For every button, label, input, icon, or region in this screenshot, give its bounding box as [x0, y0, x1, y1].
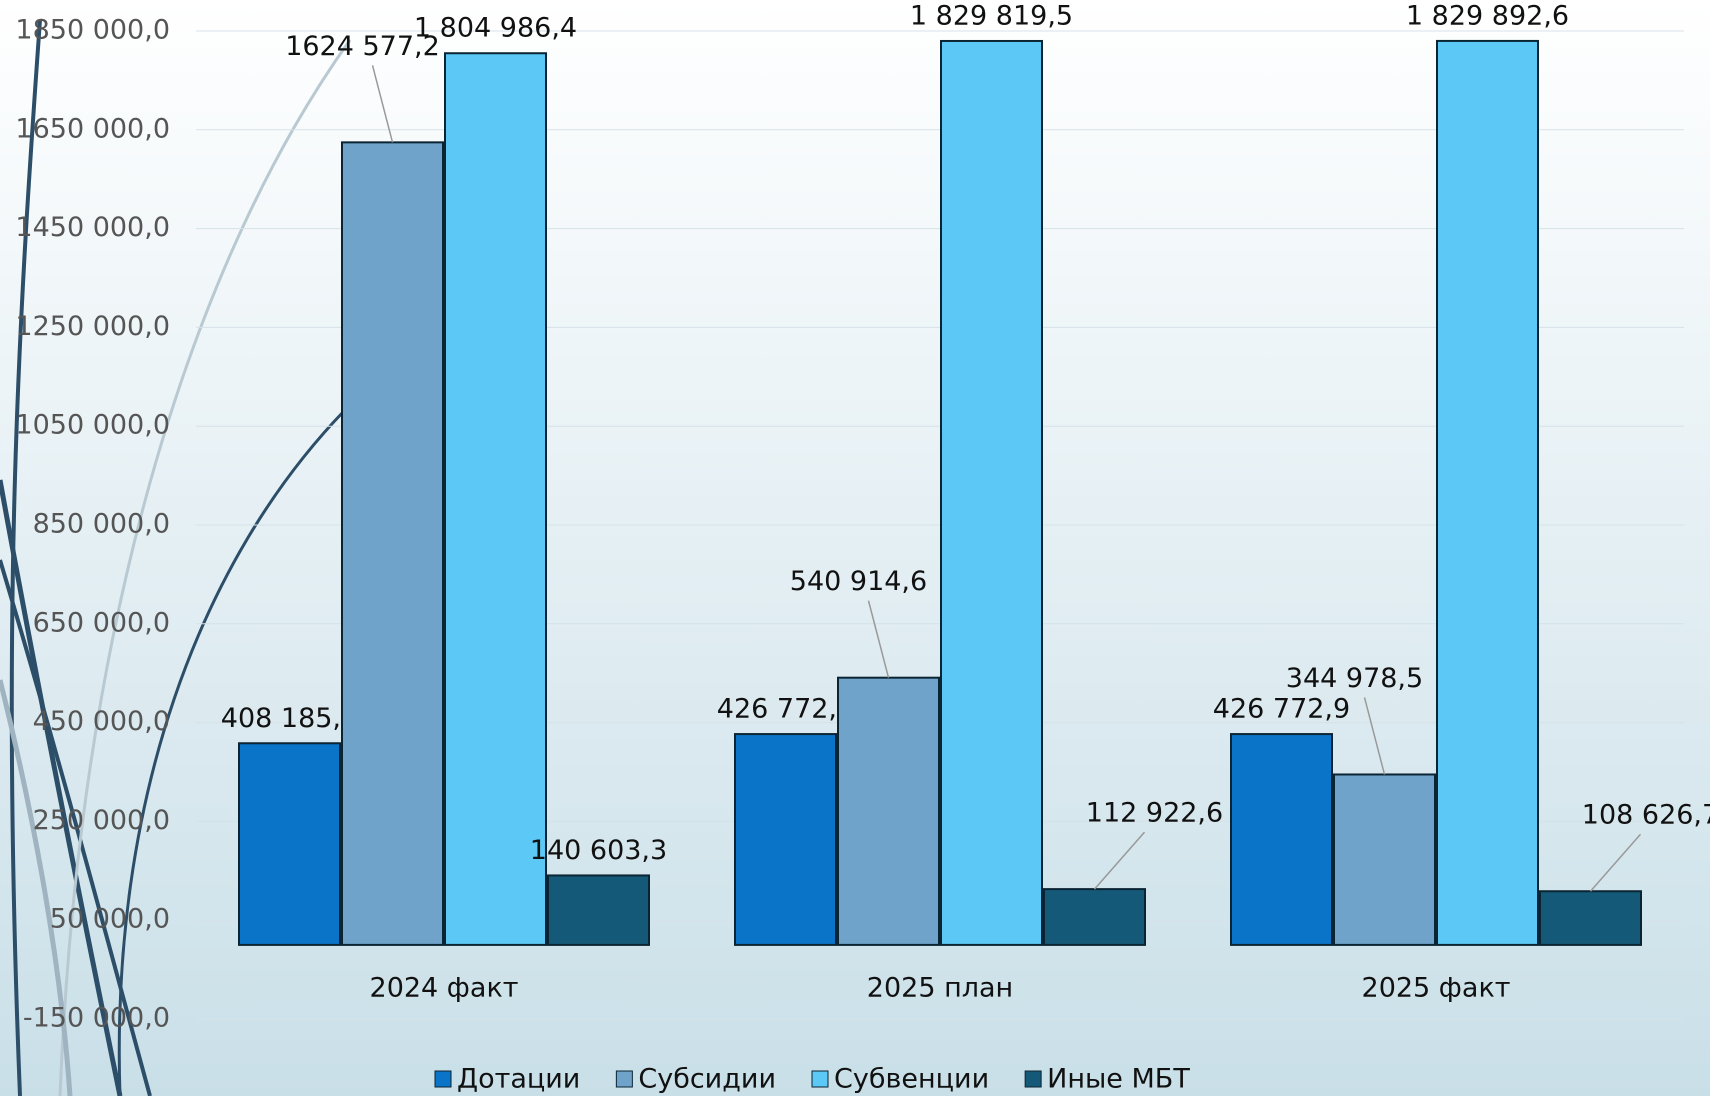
data-label: 540 914,6 [790, 566, 927, 597]
y-tick-label: 50 000,0 [50, 904, 170, 935]
bar [837, 676, 940, 946]
legend-label: Субсидии [638, 1064, 776, 1095]
bar [444, 52, 547, 946]
bar [238, 742, 341, 946]
bar [1436, 39, 1539, 946]
y-tick-label: 250 000,0 [33, 805, 170, 836]
data-label: 344 978,5 [1286, 663, 1423, 694]
y-tick-label: 1050 000,0 [15, 410, 170, 441]
data-label: 1 829 892,6 [1406, 0, 1569, 31]
bar [547, 874, 650, 946]
leader-line [1363, 697, 1386, 775]
legend-label: Дотации [457, 1064, 580, 1095]
legend-label: Иные МБТ [1047, 1064, 1190, 1095]
y-tick-label: 1650 000,0 [15, 113, 170, 144]
data-label: 408 185,3 [221, 703, 358, 734]
data-label: 1624 577,2 [285, 31, 440, 62]
legend-swatch [615, 1070, 633, 1088]
bar [1043, 888, 1146, 946]
y-tick-label: 450 000,0 [33, 706, 170, 737]
y-tick-label: 1450 000,0 [15, 212, 170, 243]
data-label: 426 772,9 [717, 694, 854, 725]
x-tick-label: 2025 план [867, 972, 1013, 1003]
legend-swatch [811, 1070, 829, 1088]
bar [341, 141, 444, 946]
x-tick-label: 2025 факт [1362, 972, 1511, 1003]
leader-line [1093, 831, 1146, 890]
leader-line [1589, 833, 1642, 892]
data-label: 108 626,7 [1582, 800, 1710, 831]
leader-line [371, 65, 394, 143]
legend-swatch [434, 1070, 452, 1088]
bar [940, 39, 1043, 946]
legend-swatch [1024, 1070, 1042, 1088]
leader-line [867, 600, 890, 678]
bar [734, 733, 837, 946]
y-tick-label: -150 000,0 [23, 1003, 170, 1034]
y-tick-label: 1250 000,0 [15, 311, 170, 342]
bar [1230, 733, 1333, 946]
data-label: 112 922,6 [1086, 798, 1223, 829]
data-label: 1 829 819,5 [910, 0, 1073, 31]
y-tick-label: 850 000,0 [33, 509, 170, 540]
decoration [0, 19, 352, 1096]
y-tick-label: 650 000,0 [33, 607, 170, 638]
data-label: 1 804 986,4 [414, 13, 577, 44]
x-tick-label: 2024 факт [370, 972, 519, 1003]
bar [1539, 890, 1642, 946]
legend-label: Субвенции [834, 1064, 989, 1095]
data-label: 426 772,9 [1213, 694, 1350, 725]
data-label: 140 603,3 [530, 835, 667, 866]
y-tick-label: 1850 000,0 [15, 15, 170, 46]
bar [1333, 773, 1436, 946]
